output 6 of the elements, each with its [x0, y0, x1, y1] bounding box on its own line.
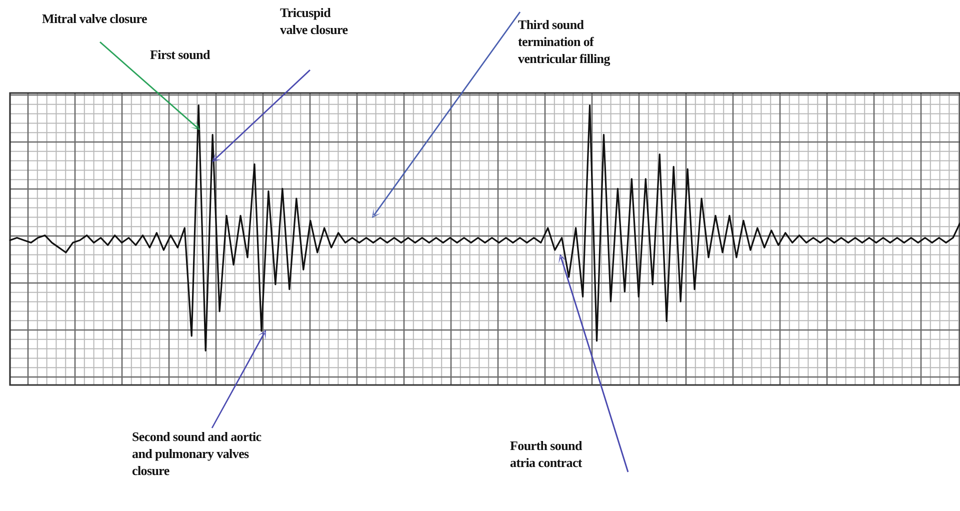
text: Second sound and aortic and pulmonary valves closure — [132, 428, 262, 479]
text: Fourth sound atria contract — [510, 437, 582, 471]
text: Third sound termination of ventricular filling — [518, 16, 610, 67]
text: Tricuspid valve closure — [280, 4, 348, 38]
text: Mitral valve closure — [42, 10, 147, 27]
text: First sound — [150, 46, 210, 63]
